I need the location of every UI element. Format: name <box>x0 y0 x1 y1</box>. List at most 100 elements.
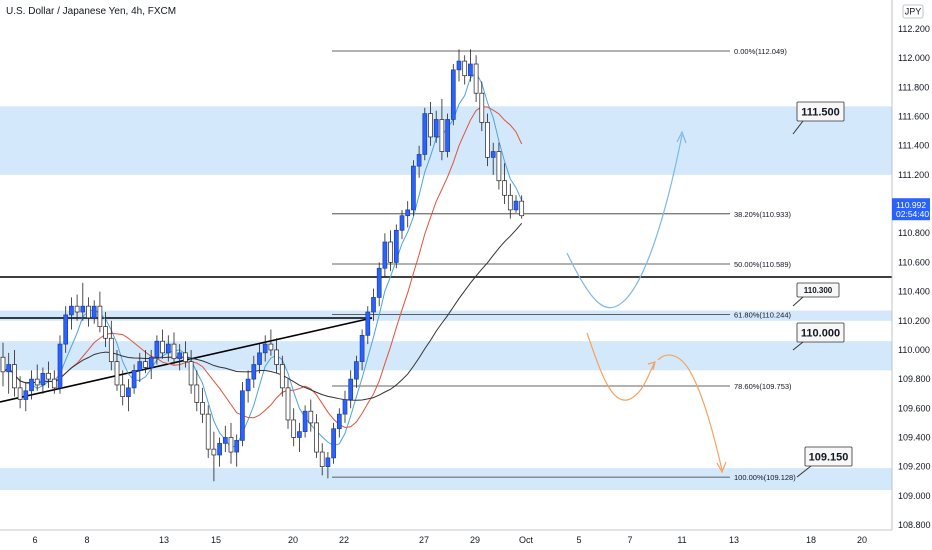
candle <box>268 329 274 356</box>
candle-body <box>331 428 336 459</box>
currency-label: JPY <box>905 7 922 17</box>
candle-body <box>17 387 23 400</box>
callout-pointer <box>796 465 812 478</box>
candle-body <box>325 457 331 467</box>
y-tick-label: 110.400 <box>898 287 930 297</box>
y-tick-label: 108.800 <box>898 520 931 530</box>
callout-box <box>796 322 845 343</box>
candle <box>359 329 365 371</box>
candle <box>456 49 462 82</box>
candle <box>411 160 416 216</box>
x-tick-label: Oct <box>519 535 534 545</box>
candle <box>393 224 399 269</box>
candle <box>462 55 468 85</box>
candle <box>519 195 525 219</box>
candle <box>513 195 519 213</box>
y-tick-label: 109.000 <box>898 491 931 501</box>
candle <box>91 300 97 324</box>
candle-body <box>359 335 365 362</box>
candle <box>342 390 348 423</box>
candle <box>23 382 29 412</box>
x-tick-label: 5 <box>576 535 581 545</box>
candle-body <box>468 63 473 77</box>
y-tick-label: 111.800 <box>898 82 929 92</box>
candle-body <box>131 370 137 389</box>
candle <box>433 110 439 143</box>
price-callout: 110.000 <box>792 322 845 351</box>
candle-body <box>502 180 507 196</box>
bearish-projection-arrow <box>657 354 723 471</box>
candle <box>473 55 479 102</box>
candle-body <box>490 151 496 158</box>
fib-level-label: 50.00%(110.589) <box>734 260 791 269</box>
y-tick-label: 110.000 <box>898 345 930 355</box>
candle <box>46 361 51 388</box>
candle <box>371 288 376 321</box>
candle-body <box>222 437 228 444</box>
candle-body <box>376 267 382 298</box>
fib-levels-layer: 0.00%(112.049) 38.20%(110.933) 50.00%(110.… <box>332 47 796 482</box>
candle <box>354 355 359 388</box>
candle-body <box>74 305 80 313</box>
candle-body <box>297 431 302 438</box>
candle-body <box>354 361 359 380</box>
candle <box>422 107 428 161</box>
candle-body <box>336 413 342 430</box>
zones-layer <box>0 106 892 490</box>
callouts-layer: 111.500 110.300 110.000 109.150 <box>792 101 853 478</box>
candle-body <box>342 399 348 415</box>
x-tick-label: 7 <box>627 535 632 545</box>
candle-body <box>416 154 422 167</box>
y-tick-label: 109.600 <box>898 403 931 413</box>
candle-body <box>422 113 428 155</box>
x-tick-label: 15 <box>211 535 221 545</box>
candle <box>468 49 473 82</box>
candle-body <box>108 337 114 362</box>
candle <box>222 425 228 453</box>
candle-body <box>450 69 456 120</box>
y-tick-label: 110.800 <box>898 228 930 238</box>
candle-body <box>6 364 12 373</box>
candle-body <box>148 356 154 368</box>
price-callout: 110.300 <box>792 282 840 307</box>
candle <box>262 335 268 362</box>
candle-body <box>314 422 319 453</box>
x-tick-label: 8 <box>84 535 89 545</box>
candle-body <box>97 305 103 327</box>
candle <box>319 443 325 476</box>
y-tick-label: 109.200 <box>898 462 931 472</box>
candle-body <box>496 151 502 182</box>
candle-body <box>126 387 131 397</box>
y-tick-label: 110.200 <box>898 316 930 326</box>
candle-body <box>46 372 51 380</box>
callout-box <box>804 446 853 467</box>
time-axis-background <box>0 530 932 550</box>
candle <box>348 370 354 409</box>
candle-body <box>29 378 34 392</box>
candle-body <box>234 440 240 453</box>
candle-body <box>279 364 285 389</box>
candle <box>507 183 513 219</box>
y-tick-label: 112.000 <box>898 53 930 63</box>
candle <box>143 349 148 374</box>
candle-body <box>137 361 143 371</box>
candle-body <box>205 413 211 450</box>
candle-body <box>507 194 513 211</box>
candle-body <box>245 378 251 392</box>
candle <box>148 349 154 380</box>
candle <box>325 452 331 479</box>
callout-pointer <box>792 341 804 351</box>
candle <box>485 113 490 167</box>
last-price-value: 110.992 <box>896 200 926 210</box>
candle <box>80 282 86 321</box>
candle <box>51 370 57 394</box>
support-resistance-zone <box>0 468 892 490</box>
candle <box>74 294 80 321</box>
candle <box>479 81 485 132</box>
candle-body <box>308 410 314 424</box>
bearish-retest-arrow <box>586 332 656 401</box>
candle-body <box>160 340 165 354</box>
candle-body <box>393 229 399 263</box>
candle <box>17 376 23 409</box>
